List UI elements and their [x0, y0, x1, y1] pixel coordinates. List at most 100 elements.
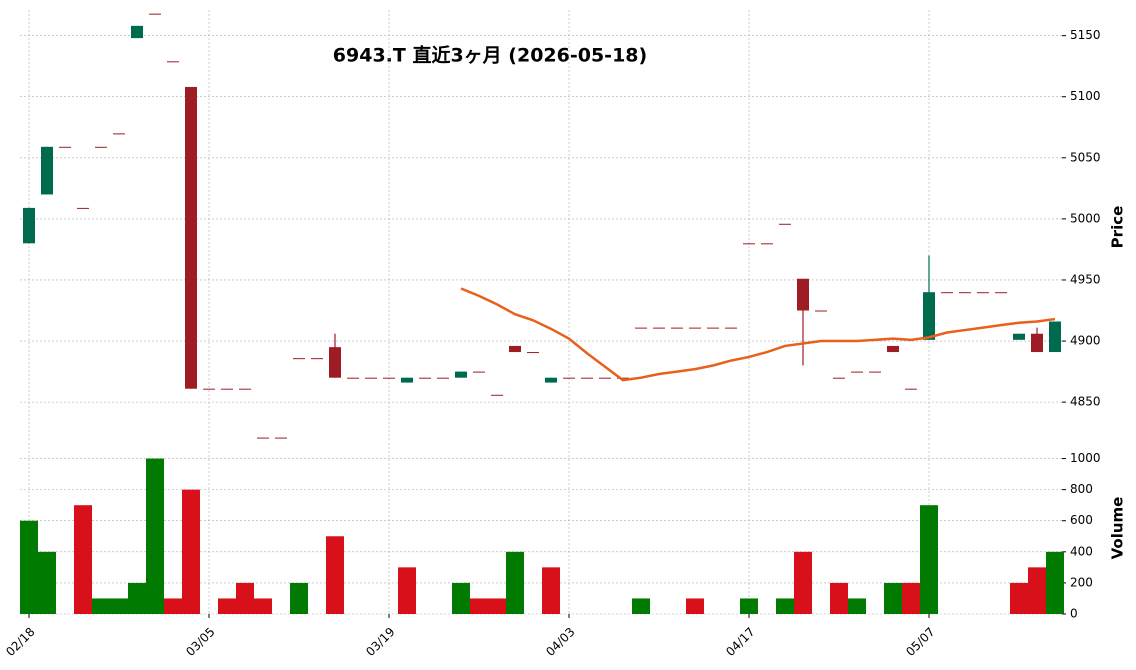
- volume-bar: [470, 598, 488, 614]
- candle-body: [671, 327, 683, 329]
- candle-body: [887, 345, 899, 353]
- x-tick-label: 04/03: [543, 625, 577, 659]
- volume-bar: [794, 551, 812, 614]
- volume-bar: [182, 489, 200, 614]
- volume-bar: [110, 598, 128, 614]
- volume-tick-label: 600: [1070, 513, 1093, 527]
- candle-body: [599, 377, 611, 379]
- y-axis-label: Price: [1109, 206, 1127, 249]
- volume-bar: [326, 536, 344, 614]
- volume-bar: [452, 582, 470, 614]
- volume-bar: [1028, 567, 1046, 614]
- volume-bar: [488, 598, 506, 614]
- candle-body: [167, 61, 179, 63]
- candle-body: [689, 327, 701, 329]
- x-tick-label: 03/05: [183, 625, 217, 659]
- candle-body: [491, 394, 503, 396]
- candle-body: [1049, 321, 1061, 353]
- candle-body: [905, 388, 917, 390]
- volume-bar: [884, 582, 902, 614]
- candle-body: [185, 86, 197, 389]
- volume-bar: [776, 598, 794, 614]
- volume-bar: [20, 520, 38, 614]
- volume-bar: [164, 598, 182, 614]
- candle-body: [545, 377, 557, 383]
- volume-bar: [902, 582, 920, 614]
- x-tick-label: 02/18: [3, 625, 37, 659]
- candle-body: [707, 327, 719, 329]
- candle-body: [1031, 333, 1043, 353]
- candle-body: [257, 437, 269, 439]
- volume-bar: [830, 582, 848, 614]
- candle-body: [635, 327, 647, 329]
- volume-bar: [398, 567, 416, 614]
- candle-body: [941, 292, 953, 294]
- candle-body: [563, 377, 575, 379]
- volume-bar: [218, 598, 236, 614]
- candle-body: [527, 352, 539, 354]
- candle-body: [329, 347, 341, 378]
- volume-tick-label: 200: [1070, 575, 1093, 589]
- candle-body: [23, 207, 35, 244]
- candle-body: [41, 146, 53, 195]
- volume-bar: [686, 598, 704, 614]
- candle-body: [203, 388, 215, 390]
- x-tick-label: 05/07: [903, 625, 937, 659]
- volume-bar: [92, 598, 110, 614]
- candle-body: [455, 371, 467, 378]
- candle-body: [401, 377, 413, 383]
- candle-body: [293, 358, 305, 360]
- volume-bar: [542, 567, 560, 614]
- candle-body: [113, 133, 125, 135]
- y-tick-label: 4850: [1070, 395, 1101, 409]
- candle-body: [815, 310, 827, 312]
- candle-body: [869, 371, 881, 373]
- volume-bar: [1010, 582, 1028, 614]
- candle-body: [509, 345, 521, 353]
- candle-body: [779, 223, 791, 225]
- candle-body: [437, 377, 449, 379]
- volume-tick-label: 400: [1070, 544, 1093, 558]
- candle-body: [959, 292, 971, 294]
- candle-body: [149, 13, 161, 15]
- candle-body: [653, 327, 665, 329]
- candle-body: [977, 292, 989, 294]
- candle-body: [419, 377, 431, 379]
- x-tick-label: 03/19: [363, 625, 397, 659]
- y-tick-label: 5000: [1070, 211, 1101, 225]
- volume-bar: [1046, 551, 1064, 614]
- candle-body: [833, 377, 845, 379]
- volume-bar: [38, 551, 56, 614]
- volume-bar: [254, 598, 272, 614]
- volume-tick-label: 0: [1070, 607, 1078, 621]
- volume-bar: [848, 598, 866, 614]
- y-tick-label: 4900: [1070, 334, 1101, 348]
- candle-body: [851, 371, 863, 373]
- y-tick-label: 5150: [1070, 28, 1101, 42]
- candle-body: [365, 377, 377, 379]
- candle-body: [995, 292, 1007, 294]
- candle-body: [797, 278, 809, 311]
- candle-body: [761, 243, 773, 245]
- volume-bar: [920, 505, 938, 614]
- volume-tick-label: 1000: [1070, 451, 1101, 465]
- candle-body: [383, 377, 395, 379]
- candle-body: [743, 243, 755, 245]
- candle-body: [311, 358, 323, 360]
- candle-body: [131, 25, 143, 39]
- volume-bar: [146, 458, 164, 614]
- candle-body: [617, 377, 629, 379]
- x-tick-label: 04/17: [723, 625, 757, 659]
- candle-body: [95, 146, 107, 148]
- y-tick-label: 5050: [1070, 150, 1101, 164]
- candle-body: [581, 377, 593, 379]
- volume-bar: [740, 598, 758, 614]
- volume-bar: [128, 582, 146, 614]
- candle-body: [221, 388, 233, 390]
- y-tick-label: 4950: [1070, 272, 1101, 286]
- volume-bar: [632, 598, 650, 614]
- candle-body: [725, 327, 737, 329]
- volume-axis-label: Volume: [1109, 497, 1127, 560]
- volume-bar: [236, 582, 254, 614]
- candle-body: [473, 371, 485, 373]
